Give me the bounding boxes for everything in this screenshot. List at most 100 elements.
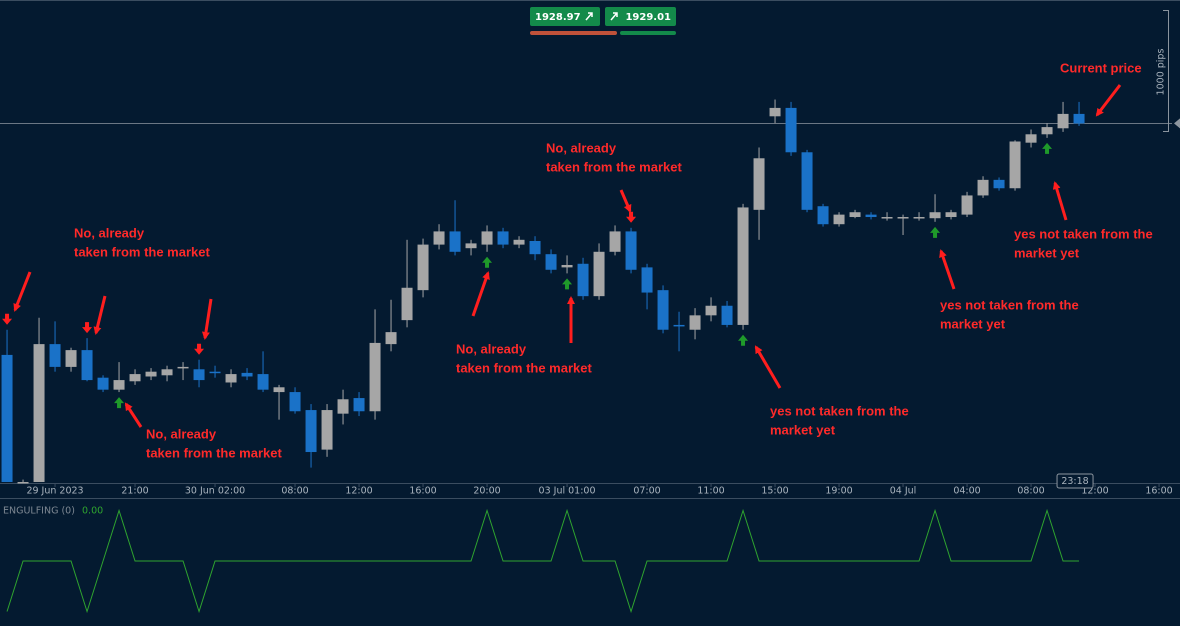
candle-body bbox=[481, 231, 493, 245]
candle-body bbox=[545, 254, 557, 270]
candle-body bbox=[225, 374, 237, 383]
sell-signal bbox=[82, 322, 93, 334]
candle-body bbox=[129, 374, 141, 382]
candle-body bbox=[977, 179, 989, 196]
candle-body bbox=[353, 398, 365, 412]
annotation: taken from the market bbox=[546, 159, 682, 174]
buy-signal bbox=[562, 278, 573, 290]
candle-body bbox=[17, 482, 29, 484]
sell-bar bbox=[530, 31, 617, 35]
annotation: market yet bbox=[1014, 245, 1080, 260]
annotation-arrow bbox=[201, 298, 213, 340]
annotation-arrow bbox=[754, 345, 782, 389]
candle-body bbox=[33, 344, 45, 482]
annotation: yes not taken from the bbox=[1014, 226, 1153, 241]
candle-body bbox=[593, 251, 605, 297]
current-price-marker bbox=[1174, 118, 1180, 129]
buy-signal bbox=[1042, 142, 1053, 154]
x-tick-label: 19:00 bbox=[825, 486, 852, 497]
x-tick-label: 04:00 bbox=[953, 486, 980, 497]
annotation-arrow bbox=[1052, 181, 1068, 221]
sell-signal bbox=[194, 343, 205, 355]
annotation: No, already bbox=[74, 225, 145, 240]
x-tick-label: 16:00 bbox=[409, 486, 436, 497]
candle-body bbox=[577, 263, 589, 297]
candle-body bbox=[753, 158, 765, 210]
x-tick-label: 15:00 bbox=[761, 486, 788, 497]
annotation: No, already bbox=[456, 341, 527, 356]
candle-body bbox=[369, 342, 381, 412]
candle-body bbox=[689, 315, 701, 330]
annotation: market yet bbox=[940, 316, 1006, 331]
ask-icon bbox=[610, 12, 618, 21]
x-tick-label: 20:00 bbox=[473, 486, 500, 497]
candle-body bbox=[1041, 127, 1053, 135]
x-tick-label: 03 Jul 01:00 bbox=[539, 486, 596, 497]
candle-body bbox=[401, 287, 413, 321]
candle-body bbox=[897, 217, 909, 219]
candle-body bbox=[1009, 141, 1021, 189]
annotation-arrow bbox=[619, 189, 632, 213]
x-tick-label: 29 Jun 2023 bbox=[26, 486, 83, 497]
annotation-arrow bbox=[93, 295, 107, 335]
candle-body bbox=[849, 212, 861, 218]
candle-body bbox=[801, 152, 813, 210]
countdown-box bbox=[1056, 473, 1094, 489]
x-tick-label: 11:00 bbox=[697, 486, 724, 497]
candle-body bbox=[65, 350, 77, 367]
candle-body bbox=[113, 380, 125, 390]
candle-body bbox=[1025, 134, 1037, 143]
annotation: taken from the market bbox=[74, 244, 210, 259]
sell-signal bbox=[626, 211, 637, 223]
annotation: No, already bbox=[146, 426, 217, 441]
sell-signal bbox=[2, 313, 13, 325]
candle-body bbox=[257, 374, 269, 390]
candle-body bbox=[641, 267, 653, 293]
x-tick-label: 08:00 bbox=[1017, 486, 1044, 497]
candle-body bbox=[449, 231, 461, 252]
scale-label: 1000 pips bbox=[1156, 49, 1167, 96]
candle-body bbox=[961, 195, 973, 215]
candle-body bbox=[881, 217, 893, 219]
x-tick-label: 16:00 bbox=[1145, 486, 1172, 497]
candle-body bbox=[865, 214, 877, 218]
candle-body bbox=[497, 231, 509, 245]
candle-body bbox=[529, 241, 541, 255]
candle-body bbox=[81, 350, 93, 381]
annotation: market yet bbox=[770, 422, 836, 437]
ask-box[interactable] bbox=[605, 7, 676, 26]
candle-body bbox=[97, 377, 109, 390]
x-tick-label: 04 Jul bbox=[890, 486, 917, 497]
ask-price: 1929.01 bbox=[625, 12, 671, 23]
buy-signal bbox=[738, 334, 749, 346]
candle-body bbox=[673, 324, 685, 327]
candle-body bbox=[929, 212, 941, 219]
candle-body bbox=[241, 372, 253, 377]
indicator-line bbox=[6, 508, 1080, 614]
annotation-arrow bbox=[939, 249, 956, 290]
candle-body bbox=[817, 206, 829, 225]
annotation-arrow bbox=[471, 271, 490, 317]
candle-body bbox=[193, 369, 205, 381]
candle-body bbox=[785, 107, 797, 153]
x-tick-label: 21:00 bbox=[121, 486, 148, 497]
candle-body bbox=[177, 366, 189, 369]
annotation: yes not taken from the bbox=[940, 297, 1079, 312]
candle-body bbox=[737, 207, 749, 325]
bid-box[interactable] bbox=[530, 7, 600, 26]
bid-price: 1928.97 bbox=[535, 12, 581, 23]
annotation: Current price bbox=[1060, 60, 1142, 75]
buy-signal bbox=[482, 256, 493, 268]
candle-body bbox=[769, 107, 781, 117]
candle-body bbox=[945, 212, 957, 218]
buy-signal bbox=[114, 397, 125, 409]
candle-body bbox=[1073, 113, 1085, 124]
candle-body bbox=[561, 264, 573, 268]
candle-body bbox=[1057, 113, 1069, 129]
buy-signal bbox=[930, 226, 941, 238]
annotation: taken from the market bbox=[146, 445, 282, 460]
x-tick-label: 08:00 bbox=[281, 486, 308, 497]
candle-body bbox=[609, 231, 621, 252]
